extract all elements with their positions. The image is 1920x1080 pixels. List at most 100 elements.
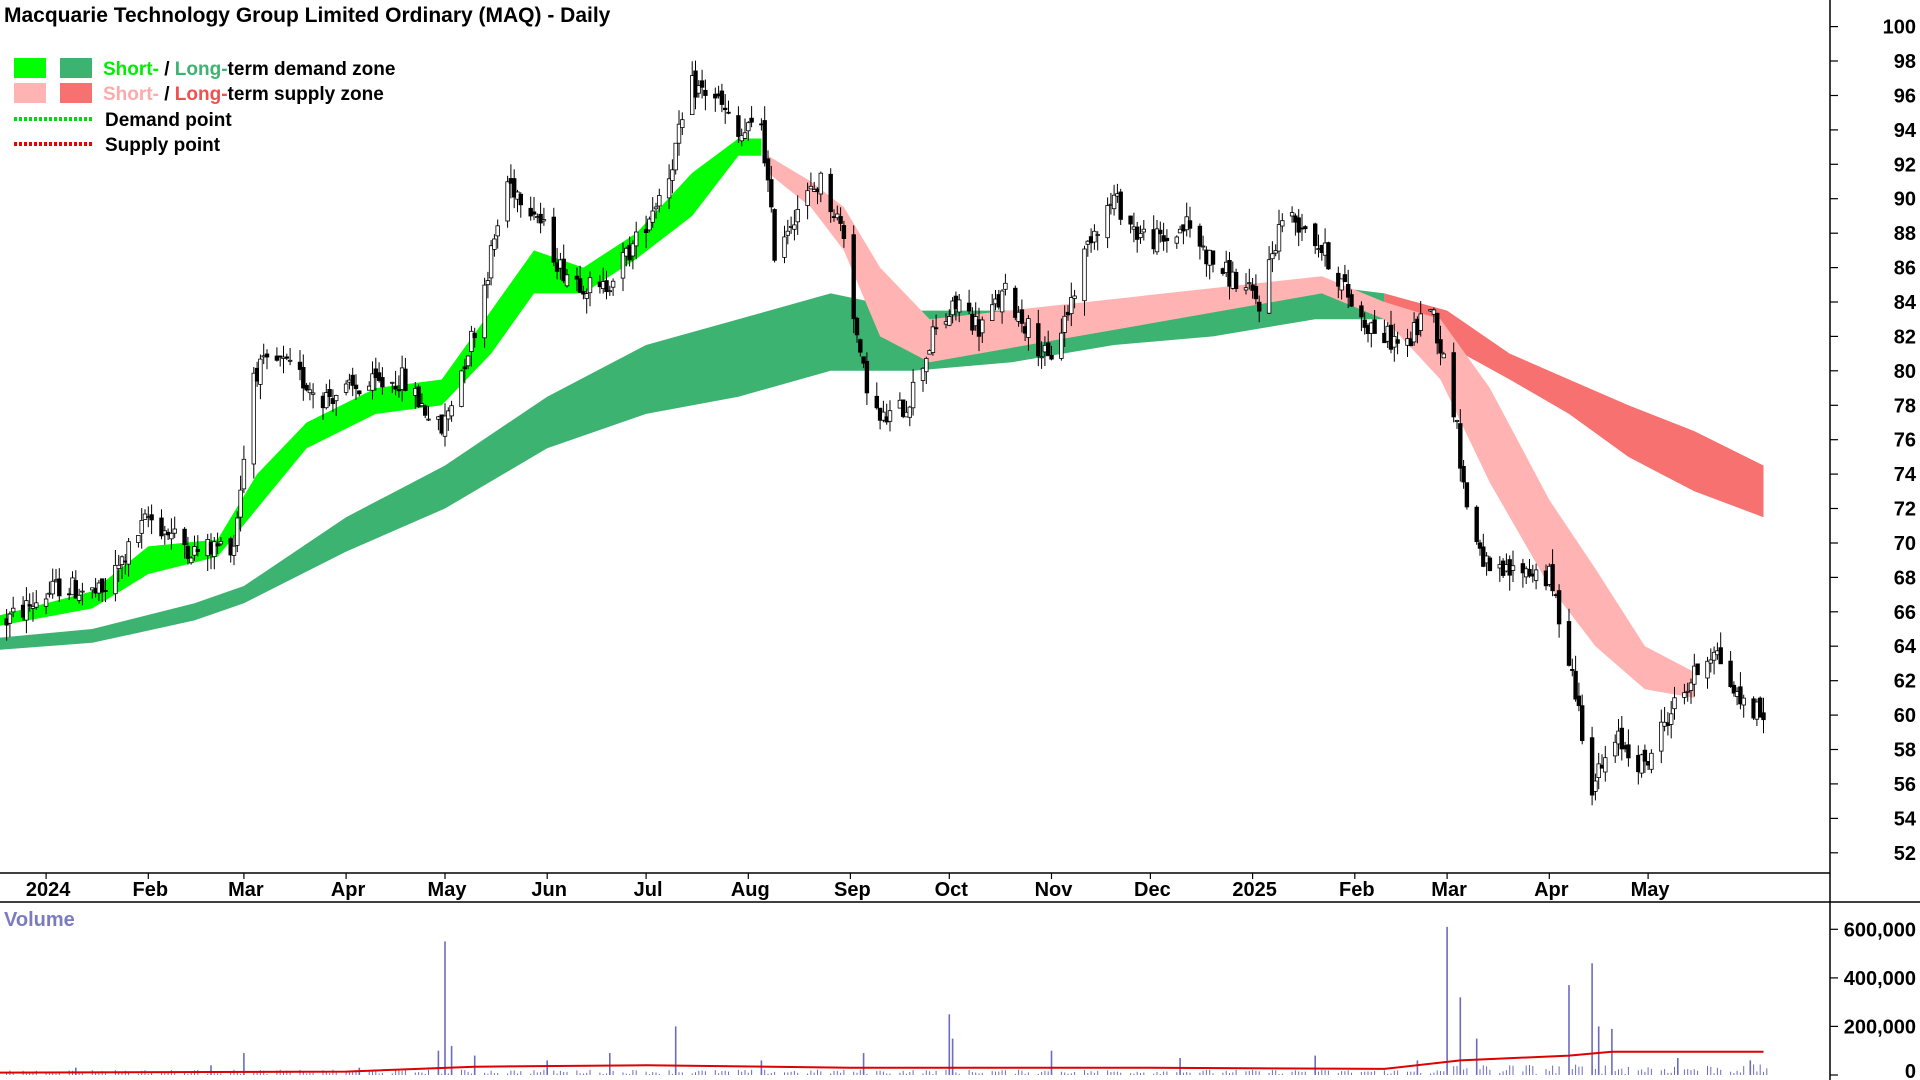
short-term-demand-zone bbox=[0, 138, 762, 626]
candle bbox=[1705, 656, 1710, 689]
long-term-demand-zone bbox=[0, 284, 1385, 650]
candle bbox=[149, 504, 154, 535]
candle bbox=[1313, 222, 1318, 254]
candle bbox=[1276, 209, 1282, 261]
candle bbox=[999, 289, 1005, 324]
price-tick-label: 96 bbox=[1894, 86, 1916, 108]
candle bbox=[422, 404, 428, 419]
candle bbox=[182, 527, 187, 559]
candle bbox=[1303, 225, 1308, 233]
candle bbox=[1477, 539, 1483, 556]
candle bbox=[482, 277, 487, 348]
candle bbox=[1062, 305, 1067, 347]
candle bbox=[587, 271, 593, 307]
candle bbox=[34, 590, 39, 610]
candle bbox=[564, 268, 570, 288]
candle bbox=[1708, 648, 1713, 673]
candle bbox=[1669, 701, 1674, 739]
candle bbox=[403, 357, 408, 392]
date-tick-label: May bbox=[1631, 879, 1671, 901]
volume-tick-label: 200,000 bbox=[1844, 1016, 1916, 1038]
candle bbox=[343, 380, 349, 396]
candle bbox=[310, 383, 316, 409]
candle bbox=[680, 112, 685, 135]
date-tick-label: Feb bbox=[1339, 879, 1375, 901]
candle bbox=[241, 445, 247, 494]
candle bbox=[1474, 505, 1479, 545]
candle bbox=[1619, 716, 1624, 761]
legend-long-demand-swatch bbox=[60, 58, 92, 78]
price-tick-label: 54 bbox=[1894, 808, 1917, 830]
candle bbox=[324, 383, 329, 410]
candle bbox=[416, 384, 421, 408]
candle bbox=[1161, 222, 1166, 251]
candle bbox=[419, 393, 425, 407]
candle bbox=[930, 319, 936, 356]
candle bbox=[858, 338, 863, 357]
candle bbox=[1243, 273, 1249, 295]
short-term-zones-layer bbox=[0, 138, 1695, 698]
candle bbox=[772, 208, 777, 263]
candle bbox=[380, 367, 385, 395]
price-tick-label: 64 bbox=[1894, 636, 1917, 658]
price-tick-label: 82 bbox=[1894, 326, 1916, 348]
candle bbox=[528, 196, 533, 221]
candle bbox=[505, 175, 510, 228]
candle bbox=[370, 361, 375, 400]
candle bbox=[212, 537, 217, 570]
volume-average-line bbox=[0, 1050, 1764, 1074]
candle bbox=[561, 244, 566, 284]
legend-long-supply-swatch bbox=[60, 83, 92, 103]
candle bbox=[24, 587, 29, 634]
candle bbox=[769, 165, 774, 213]
candle bbox=[650, 197, 655, 228]
candle bbox=[630, 240, 636, 270]
candle bbox=[1573, 655, 1578, 702]
candle bbox=[785, 219, 790, 245]
price-tick-label: 80 bbox=[1894, 361, 1916, 383]
candle bbox=[1695, 663, 1700, 676]
candle bbox=[462, 358, 467, 384]
candle bbox=[610, 278, 616, 296]
candle bbox=[1593, 773, 1598, 801]
candle bbox=[488, 240, 494, 286]
candle bbox=[1576, 682, 1582, 712]
date-tick-label: Apr bbox=[1534, 879, 1569, 901]
candle bbox=[465, 355, 471, 370]
candle bbox=[551, 207, 556, 267]
candle bbox=[881, 400, 886, 423]
candle bbox=[736, 106, 741, 144]
candle bbox=[172, 516, 177, 539]
candle bbox=[136, 535, 141, 548]
candle bbox=[647, 216, 652, 233]
candle bbox=[841, 220, 847, 248]
candle bbox=[284, 353, 289, 361]
date-tick-label: Jul bbox=[634, 879, 663, 901]
candle bbox=[1072, 289, 1077, 309]
candle bbox=[376, 362, 382, 383]
candle bbox=[924, 356, 929, 384]
price-axis: 100 98 96 94 92 90 88 86 84 82 80 78 76 74 72 70 68 66 64 6… bbox=[1830, 17, 1917, 865]
candle bbox=[910, 369, 916, 416]
legend-short-demand-swatch bbox=[14, 58, 46, 78]
candle bbox=[1326, 241, 1331, 270]
candle bbox=[73, 570, 78, 599]
candle bbox=[653, 202, 659, 219]
candle bbox=[251, 367, 256, 479]
candle bbox=[142, 509, 148, 520]
candle bbox=[1082, 245, 1087, 316]
candle bbox=[139, 508, 144, 549]
candle bbox=[887, 400, 893, 432]
price-tick-label: 86 bbox=[1894, 258, 1916, 280]
candle bbox=[1128, 215, 1133, 234]
legend-supply-zone: Short- / Long-term supply zone bbox=[103, 84, 384, 105]
price-tick-label: 56 bbox=[1894, 774, 1916, 796]
candle bbox=[947, 309, 952, 327]
candle bbox=[1141, 220, 1146, 241]
candle bbox=[1158, 221, 1163, 243]
price-tick-label: 90 bbox=[1894, 189, 1916, 211]
candle bbox=[277, 355, 283, 367]
price-tick-label: 60 bbox=[1894, 705, 1916, 727]
candle bbox=[396, 375, 402, 398]
candle bbox=[1461, 460, 1466, 489]
